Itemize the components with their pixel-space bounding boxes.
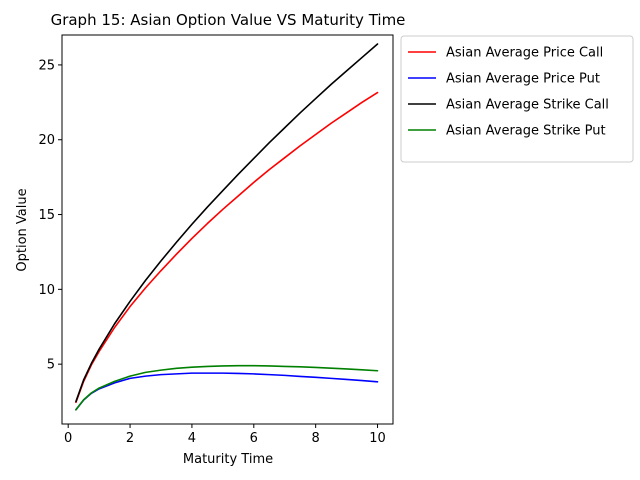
y-axis-label: Option Value: [15, 188, 30, 271]
legend-label: Asian Average Strike Put: [446, 124, 606, 139]
legend-label: Asian Average Price Put: [446, 72, 600, 87]
y-tick-label: 10: [38, 283, 55, 298]
series-lines: [75, 43, 379, 411]
legend: Asian Average Price Call Asian Average Pr…: [400, 35, 634, 163]
x-tick-label: 10: [369, 431, 386, 446]
y-tick-label: 20: [38, 133, 55, 148]
y-axis: 5 10 15 20 25: [38, 58, 62, 373]
x-tick-label: 6: [250, 431, 258, 446]
legend-label: Asian Average Price Call: [446, 46, 603, 61]
y-tick-label: 5: [47, 358, 55, 373]
x-tick-label: 2: [126, 431, 134, 446]
legend-frame: [400, 35, 634, 163]
y-tick-label: 15: [38, 208, 55, 223]
x-tick-label: 8: [312, 431, 320, 446]
series-line-4: [75, 364, 379, 411]
series-line-3: [75, 43, 379, 403]
x-axis: 0 2 4 6 8 10: [64, 424, 386, 446]
series-line-2: [75, 372, 379, 411]
series-line-1: [75, 91, 379, 404]
legend-label: Asian Average Strike Call: [446, 98, 609, 113]
chart-title: Graph 15: Asian Option Value VS Maturity…: [51, 11, 406, 29]
x-axis-label: Maturity Time: [183, 452, 273, 467]
x-tick-label: 4: [188, 431, 196, 446]
y-tick-label: 25: [38, 58, 55, 73]
x-tick-label: 0: [64, 431, 72, 446]
plot-area: [61, 34, 394, 425]
